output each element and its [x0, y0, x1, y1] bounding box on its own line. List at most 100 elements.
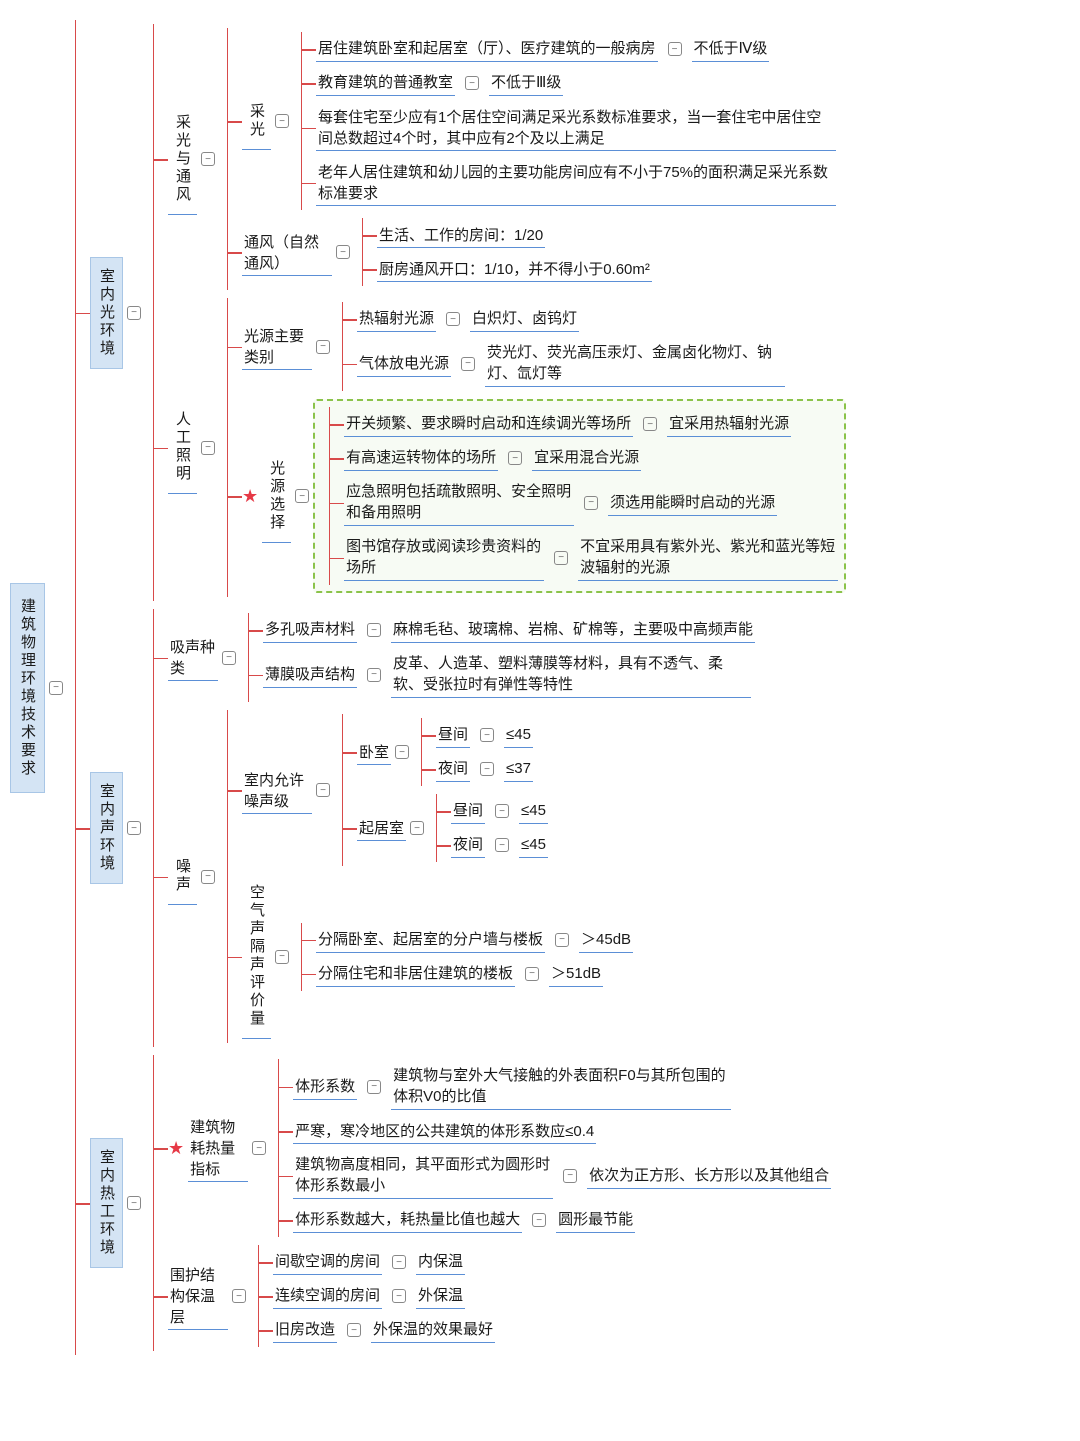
root-children: 室内光环境 − 采光与通风 − 采光 − 居住建筑卧室和起居室（厅）、医疗建筑的… — [75, 20, 846, 1355]
leaf: 多孔吸声材料 — [263, 617, 357, 643]
highlight-box: 开关频繁、要求瞬时启动和连续调光等场所 − 宜采用热辐射光源 有高速运转物体的场… — [313, 399, 846, 593]
leaf: 图书馆存放或阅读珍贵资料的场所 — [344, 534, 544, 581]
leaf: 皮革、人造革、塑料薄膜等材料，具有不透气、柔软、受张拉时有弹性等特性 — [391, 651, 751, 698]
leaf: 间歇空调的房间 — [273, 1249, 382, 1275]
toggle-icon[interactable]: − — [367, 668, 381, 682]
leaf: 气体放电光源 — [357, 351, 451, 377]
toggle-icon[interactable]: − — [367, 1080, 381, 1094]
leaf: ＞45dB — [579, 927, 633, 953]
toggle-icon[interactable]: − — [275, 950, 289, 964]
toggle-icon[interactable]: − — [127, 306, 141, 320]
toggle-icon[interactable]: − — [201, 152, 215, 166]
node-artificial: 人工照明 — [168, 401, 197, 494]
toggle-icon[interactable]: − — [563, 1169, 577, 1183]
leaf: ≤45 — [519, 798, 548, 824]
leaf: 不低于Ⅳ级 — [692, 36, 770, 62]
toggle-icon[interactable]: − — [252, 1141, 266, 1155]
leaf: 不低于Ⅲ级 — [489, 70, 563, 96]
leaf: 分隔卧室、起居室的分户墙与楼板 — [316, 927, 545, 953]
toggle-icon[interactable]: − — [532, 1213, 546, 1227]
leaf: 体形系数越大，耗热量比值也越大 — [293, 1207, 522, 1233]
branch-thermal: 室内热工环境 − ★ 建筑物耗热量指标 − 体形系数 − 建筑物与室外大气接触的… — [76, 1055, 846, 1351]
toggle-icon[interactable]: − — [584, 496, 598, 510]
toggle-icon[interactable]: − — [49, 681, 63, 695]
toggle-icon[interactable]: − — [232, 1289, 246, 1303]
leaf: 生活、工作的房间：1/20 — [377, 222, 545, 248]
leaf: ≤37 — [504, 756, 533, 782]
leaf: 旧房改造 — [273, 1317, 337, 1343]
toggle-icon[interactable]: − — [480, 762, 494, 776]
leaf: ≤45 — [504, 722, 533, 748]
toggle-icon[interactable]: − — [201, 870, 215, 884]
root-node: 建筑物理环境技术要求 — [10, 583, 45, 793]
toggle-icon[interactable]: − — [347, 1323, 361, 1337]
toggle-icon[interactable]: − — [508, 451, 522, 465]
node-sound: 室内声环境 — [90, 772, 123, 884]
node-heat: 建筑物耗热量指标 — [188, 1114, 248, 1182]
leaf: 不宜采用具有紫外光、紫光和蓝光等短波辐射的光源 — [578, 534, 838, 581]
toggle-icon[interactable]: − — [480, 728, 494, 742]
toggle-icon[interactable]: − — [525, 967, 539, 981]
toggle-icon[interactable]: − — [495, 838, 509, 852]
leaf: 夜间 — [436, 756, 470, 782]
toggle-icon[interactable]: − — [392, 1289, 406, 1303]
leaf: 内保温 — [416, 1249, 465, 1275]
toggle-icon[interactable]: − — [316, 783, 330, 797]
toggle-icon[interactable]: − — [554, 551, 568, 565]
leaf: 昼间 — [451, 798, 485, 824]
toggle-icon[interactable]: − — [222, 651, 236, 665]
toggle-icon[interactable]: − — [316, 340, 330, 354]
node-envelope: 围护结构保温层 — [168, 1262, 228, 1330]
leaf: 应急照明包括疏散照明、安全照明和备用照明 — [344, 479, 574, 526]
toggle-icon[interactable]: − — [367, 623, 381, 637]
leaf: 圆形最节能 — [556, 1207, 635, 1233]
toggle-icon[interactable]: − — [395, 745, 409, 759]
toggle-icon[interactable]: − — [465, 76, 479, 90]
node-noise: 噪声 — [168, 848, 197, 905]
leaf: 热辐射光源 — [357, 306, 436, 332]
leaf: 教育建筑的普通教室 — [316, 70, 455, 96]
node-daylighting: 采光与通风 — [168, 104, 197, 215]
star-icon: ★ — [242, 486, 258, 507]
leaf: 麻棉毛毡、玻璃棉、岩棉、矿棉等，主要吸中高频声能 — [391, 617, 755, 643]
leaf: ≤45 — [519, 832, 548, 858]
toggle-icon[interactable]: − — [275, 114, 289, 128]
toggle-icon[interactable]: − — [446, 312, 460, 326]
leaf: 荧光灯、荧光高压汞灯、金属卤化物灯、钠灯、氙灯等 — [485, 340, 785, 387]
leaf: ＞51dB — [549, 961, 603, 987]
leaf: 体形系数 — [293, 1074, 357, 1100]
toggle-icon[interactable]: − — [643, 417, 657, 431]
leaf: 连续空调的房间 — [273, 1283, 382, 1309]
toggle-icon[interactable]: − — [410, 821, 424, 835]
toggle-icon[interactable]: − — [392, 1255, 406, 1269]
leaf: 老年人居住建筑和幼儿园的主要功能房间应有不小于75%的面积满足采光系数标准要求 — [316, 159, 836, 206]
toggle-icon[interactable]: − — [127, 821, 141, 835]
node-allow: 室内允许噪声级 — [242, 767, 312, 814]
toggle-icon[interactable]: − — [295, 489, 309, 503]
leaf: 厨房通风开口：1/10，并不得小于0.60m² — [377, 256, 652, 282]
node-cat: 光源主要类别 — [242, 323, 312, 370]
leaf: 依次为正方形、长方形以及其他组合 — [587, 1163, 831, 1189]
mindmap-root: 建筑物理环境技术要求 − 室内光环境 − 采光与通风 − 采光 − — [10, 20, 1070, 1355]
toggle-icon[interactable]: − — [461, 357, 475, 371]
branch-daylighting: 采光与通风 − 采光 − 居住建筑卧室和起居室（厅）、医疗建筑的一般病房 − 不… — [154, 28, 846, 290]
node-sel: 光源选择 — [262, 450, 291, 543]
leaf: 起居室 — [357, 815, 406, 841]
leaf: 宜采用混合光源 — [532, 445, 641, 471]
leaf: 薄膜吸声结构 — [263, 662, 357, 688]
leaf: 外保温的效果最好 — [371, 1317, 495, 1343]
leaf: 宜采用热辐射光源 — [667, 411, 791, 437]
leaf: 建筑物与室外大气接触的外表面积F0与其所包围的体积V0的比值 — [391, 1063, 731, 1110]
toggle-icon[interactable]: − — [201, 441, 215, 455]
node-light: 室内光环境 — [90, 257, 123, 369]
branch-artificial: 人工照明 − 光源主要类别 − 热辐射光源 − 白炽灯、卤钨灯 — [154, 298, 846, 597]
toggle-icon[interactable]: − — [495, 804, 509, 818]
branch-sound: 室内声环境 − 吸声种类 − 多孔吸声材料 − 麻棉毛毡、玻璃棉、岩棉、矿棉等，… — [76, 609, 846, 1047]
toggle-icon[interactable]: − — [336, 245, 350, 259]
node-iso: 空气声隔声评价量 — [242, 874, 271, 1039]
toggle-icon[interactable]: − — [668, 42, 682, 56]
leaf: 每套住宅至少应有1个居住空间满足采光系数标准要求，当一套住宅中居住空间总数超过4… — [316, 104, 836, 151]
toggle-icon[interactable]: − — [555, 933, 569, 947]
leaf: 分隔住宅和非居住建筑的楼板 — [316, 961, 515, 987]
toggle-icon[interactable]: − — [127, 1196, 141, 1210]
